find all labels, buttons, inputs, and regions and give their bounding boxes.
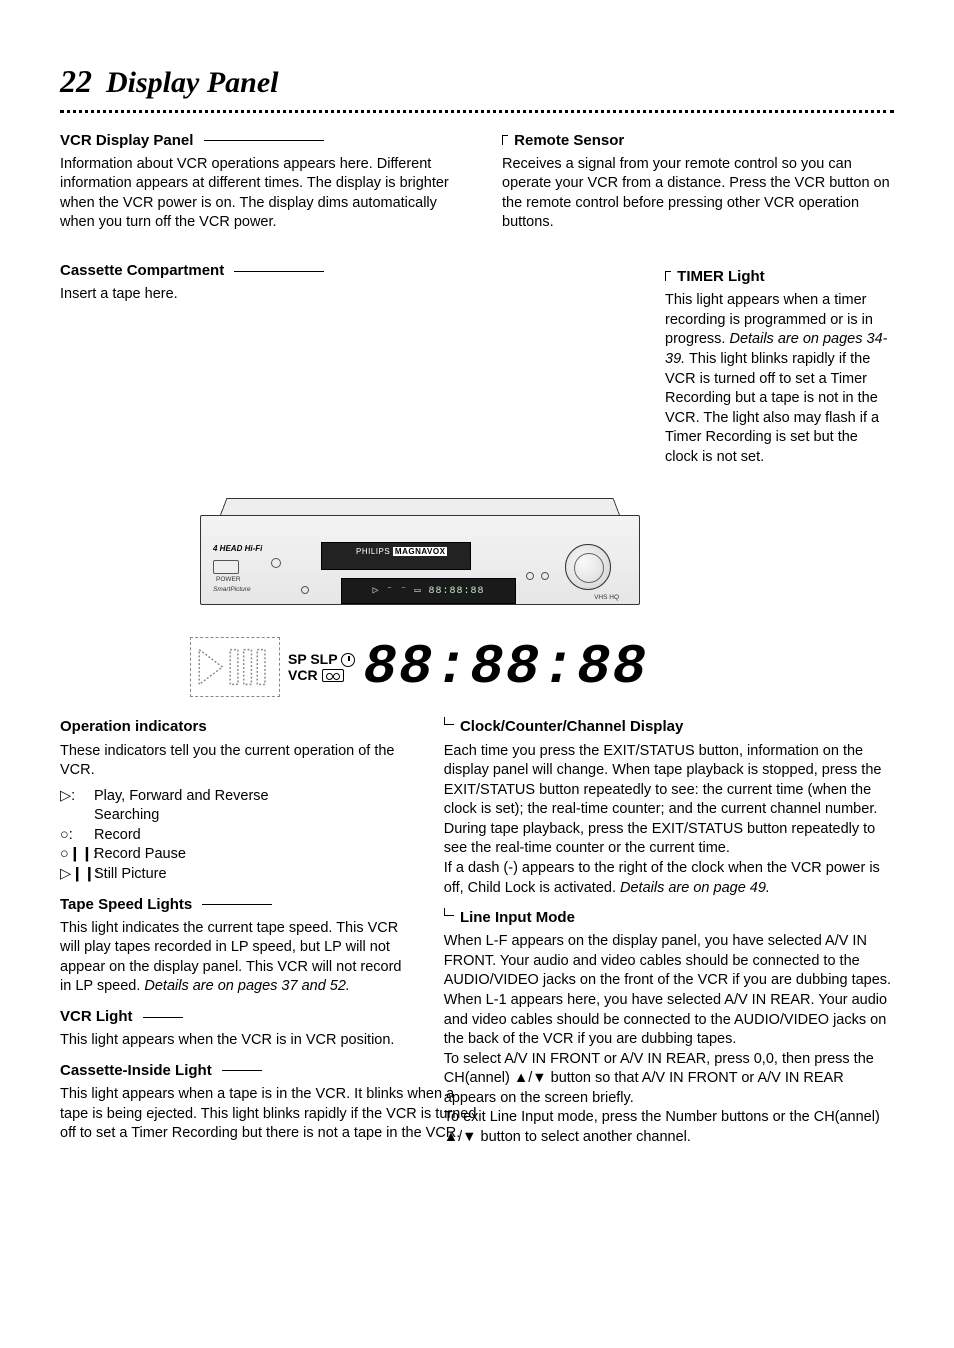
callout-line — [204, 140, 324, 141]
cassette-icon — [322, 669, 344, 682]
heading-cassette-compartment: Cassette Compartment — [60, 261, 452, 281]
callout-bracket — [444, 717, 454, 725]
body-operation-indicators: These indicators tell you the current op… — [60, 742, 414, 885]
body-line-input: When L-F appears on the display panel, y… — [444, 932, 894, 1147]
callout-line — [234, 271, 324, 272]
vcr-illustration: 4 HEAD Hi-Fi POWER SmartPicture PHILIPS … — [200, 495, 640, 615]
callout-line — [143, 1017, 183, 1018]
lower-columns: Operation indicators These indicators te… — [60, 717, 894, 1157]
sp-slp-text: SP SLP — [288, 651, 337, 667]
body-vcr-display-panel: Information about VCR operations appears… — [60, 155, 452, 233]
callout-bracket — [444, 908, 454, 916]
heading-text: Cassette-Inside Light — [60, 1062, 212, 1079]
clock-body-ref: Details are on page 49. — [620, 880, 770, 896]
line-input-p3: To select A/V IN FRONT or A/V IN REAR, p… — [444, 1050, 894, 1109]
vcr-display-window: ▷ ⁻ ⁻ ▭ 88:88:88 — [341, 578, 516, 604]
heading-text: Clock/Counter/Channel Display — [460, 718, 683, 735]
heading-vcr-light: VCR Light — [60, 1007, 414, 1027]
seven-segment-display: 88:88:88 — [363, 639, 648, 695]
brand-philips: PHILIPS — [356, 547, 390, 556]
heading-text: VCR Display Panel — [60, 132, 193, 149]
tape-speed-ref: Details are on pages 37 and 52. — [144, 978, 350, 994]
op-desc-line2: Searching — [60, 806, 414, 826]
callout-line — [222, 1070, 262, 1071]
op-row-play: ▷: Play, Forward and Reverse — [60, 787, 414, 807]
line-input-p2: When L-1 appears here, you have selected… — [444, 991, 894, 1050]
op-desc: Play, Forward and Reverse — [94, 787, 414, 807]
clock-icon — [341, 653, 355, 667]
line-input-p4: To exit Line Input mode, press the Numbe… — [444, 1108, 894, 1147]
page-title: Display Panel — [106, 63, 279, 104]
speed-indicator-graphic: SP SLP VCR — [288, 651, 355, 683]
vcr-text: VCR — [288, 667, 318, 683]
op-sym: ○: — [60, 826, 88, 846]
heading-timer-light: TIMER Light — [665, 267, 894, 287]
callout-line — [202, 904, 272, 905]
heading-text: Line Input Mode — [460, 909, 575, 926]
op-desc: Still Picture — [94, 865, 414, 885]
op-intro: These indicators tell you the current op… — [60, 742, 414, 781]
op-sym: ▷: — [60, 787, 88, 807]
vhs-hq-label: VHS HQ — [594, 594, 619, 603]
op-sym: ▷❙❙: — [60, 865, 88, 885]
body-cassette-compartment: Insert a tape here. — [60, 285, 452, 305]
heading-text: VCR Light — [60, 1008, 133, 1025]
op-list: ▷: Play, Forward and Reverse Searching ○… — [60, 787, 414, 885]
power-label: POWER — [216, 576, 241, 585]
page-number: 22 — [60, 60, 92, 103]
body-vcr-light: This light appears when the VCR is in VC… — [60, 1031, 414, 1051]
hifi-label: 4 HEAD Hi-Fi — [213, 544, 262, 555]
heading-tape-speed: Tape Speed Lights — [60, 895, 414, 915]
line-input-p1: When L-F appears on the display panel, y… — [444, 932, 894, 991]
heading-text: Remote Sensor — [514, 132, 624, 149]
audio-jack — [526, 572, 534, 580]
brand-magnavox: MAGNAVOX — [393, 547, 448, 556]
heading-remote-sensor: Remote Sensor — [502, 131, 894, 151]
heading-cassette-inside: Cassette-Inside Light — [60, 1061, 414, 1081]
smartpicture-label: SmartPicture — [213, 586, 251, 595]
body-timer-light: This light appears when a timer recordin… — [665, 291, 894, 467]
body-remote-sensor: Receives a signal from your remote contr… — [502, 155, 894, 233]
vcr-top-panel — [220, 499, 620, 516]
heading-operation-indicators: Operation indicators — [60, 717, 414, 737]
brand-label: PHILIPS MAGNAVOX — [356, 547, 447, 558]
heading-text: TIMER Light — [677, 268, 764, 285]
power-button — [213, 560, 239, 574]
body-clock-counter: Each time you press the EXIT/STATUS butt… — [444, 742, 894, 899]
op-row-still: ▷❙❙: Still Picture — [60, 865, 414, 885]
video-jack — [541, 572, 549, 580]
vcr-front-panel: 4 HEAD Hi-Fi POWER SmartPicture PHILIPS … — [200, 515, 640, 605]
heading-text: Tape Speed Lights — [60, 896, 192, 913]
top-columns: VCR Display Panel Information about VCR … — [60, 131, 894, 478]
heading-vcr-display-panel: VCR Display Panel — [60, 131, 452, 151]
body-cassette-inside: This light appears when a tape is in the… — [60, 1085, 485, 1144]
jog-dial — [565, 544, 611, 590]
clock-body-1: Each time you press the EXIT/STATUS butt… — [444, 742, 894, 859]
op-row-record-pause: ○❙❙: Record Pause — [60, 845, 414, 865]
body-tape-speed: This light indicates the current tape sp… — [60, 919, 414, 997]
indicator-light — [301, 586, 309, 594]
heading-text: Cassette Compartment — [60, 262, 224, 279]
heading-line-input: Line Input Mode — [444, 908, 894, 928]
callout-bracket — [502, 135, 508, 145]
dotted-divider — [60, 110, 894, 113]
small-button — [271, 558, 281, 568]
heading-clock-counter: Clock/Counter/Channel Display — [444, 717, 894, 737]
callout-bracket — [665, 271, 671, 281]
op-desc: Record — [94, 826, 414, 846]
page-header: 22 Display Panel — [60, 60, 894, 104]
op-desc: Record Pause — [94, 845, 414, 865]
op-sym: ○❙❙: — [60, 845, 88, 865]
op-row-record: ○: Record — [60, 826, 414, 846]
timer-body-2: This light blinks rapidly if the VCR is … — [665, 351, 879, 465]
operation-indicator-graphic — [190, 637, 280, 697]
enlarged-display: SP SLP VCR 88:88:88 — [190, 637, 894, 697]
